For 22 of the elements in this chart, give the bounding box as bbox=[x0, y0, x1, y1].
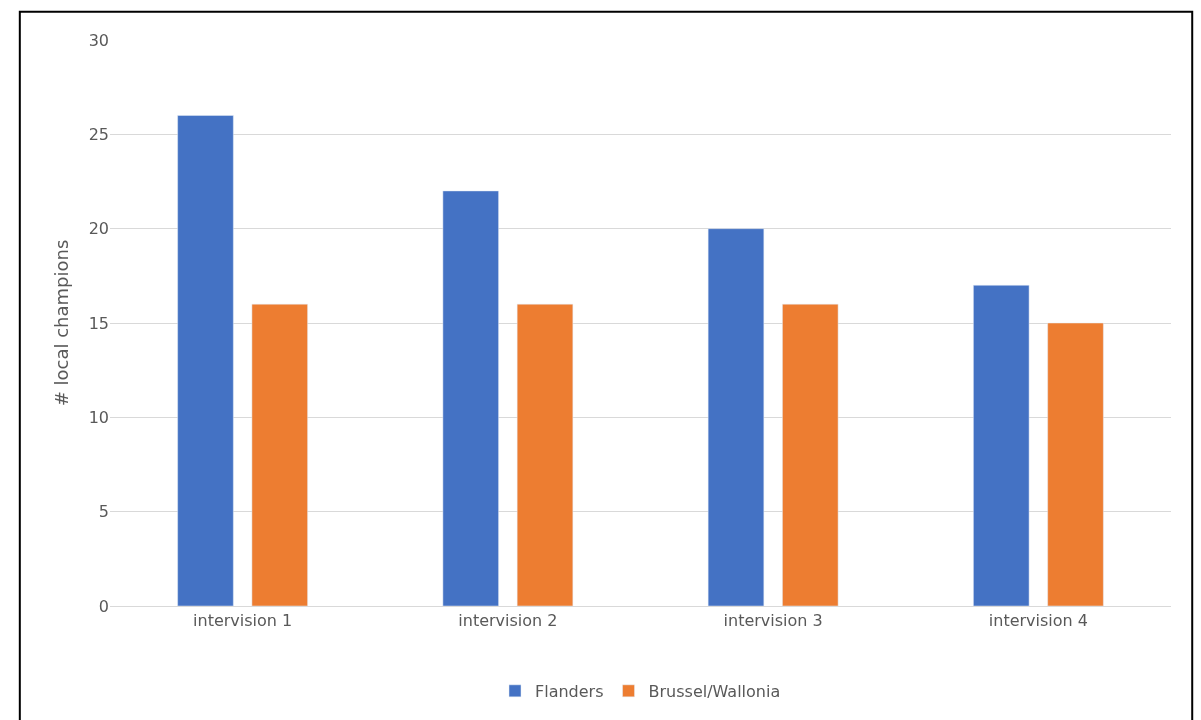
bar bbox=[1047, 322, 1104, 606]
y-tick-label: 10 bbox=[88, 407, 109, 427]
bar bbox=[782, 303, 839, 606]
y-tick-label: 15 bbox=[88, 313, 109, 333]
bar bbox=[973, 285, 1030, 606]
legend-label: Flanders bbox=[535, 682, 604, 702]
bar bbox=[251, 303, 308, 606]
x-tick-label: intervision 2 bbox=[458, 611, 558, 631]
bar bbox=[442, 190, 499, 606]
y-tick-label: 30 bbox=[88, 30, 109, 50]
y-tick-label: 0 bbox=[98, 596, 109, 616]
x-tick-label: intervision 1 bbox=[193, 611, 293, 631]
y-axis-title: # local champions bbox=[50, 239, 72, 407]
x-tick-label: intervision 4 bbox=[988, 611, 1088, 631]
bar bbox=[707, 228, 765, 606]
y-tick-label: 25 bbox=[88, 124, 109, 144]
y-tick-label: 20 bbox=[88, 219, 109, 239]
y-tick-label: 5 bbox=[98, 502, 109, 522]
legend-label: Brussel/Wallonia bbox=[648, 682, 781, 702]
x-tick-label: intervision 3 bbox=[723, 611, 823, 631]
bar bbox=[516, 303, 574, 606]
bar bbox=[177, 115, 234, 606]
